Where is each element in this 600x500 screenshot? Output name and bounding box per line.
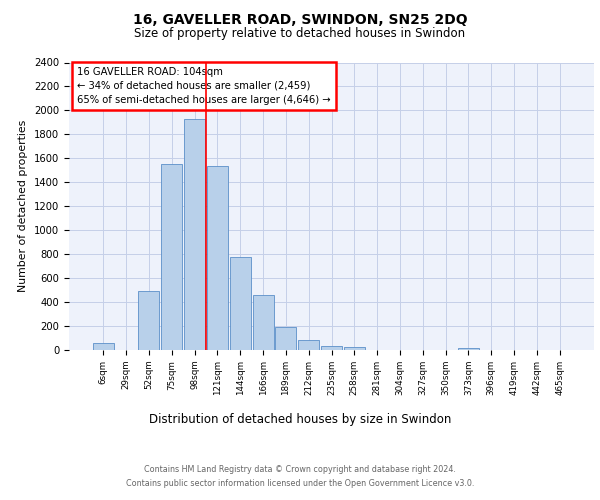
Bar (275, 327, 296, 350)
Text: Size of property relative to detached houses in Swindon: Size of property relative to detached ho… (134, 28, 466, 40)
Bar (230, 256, 251, 350)
Text: Distribution of detached houses by size in Swindon: Distribution of detached houses by size … (149, 412, 451, 426)
Bar (253, 295, 274, 350)
Text: Contains HM Land Registry data © Crown copyright and database right 2024.
Contai: Contains HM Land Registry data © Crown c… (126, 466, 474, 487)
Text: 16 GAVELLER ROAD: 104sqm
← 34% of detached houses are smaller (2,459)
65% of sem: 16 GAVELLER ROAD: 104sqm ← 34% of detach… (77, 67, 331, 105)
Bar (207, 166, 228, 350)
Bar (93, 344, 114, 350)
Bar (321, 346, 342, 350)
Bar (139, 292, 160, 350)
Bar (458, 348, 479, 350)
Bar (161, 164, 182, 350)
Bar (184, 119, 205, 350)
Text: 16, GAVELLER ROAD, SWINDON, SN25 2DQ: 16, GAVELLER ROAD, SWINDON, SN25 2DQ (133, 12, 467, 26)
Bar (298, 340, 319, 350)
Y-axis label: Number of detached properties: Number of detached properties (19, 120, 28, 292)
Bar (344, 347, 365, 350)
